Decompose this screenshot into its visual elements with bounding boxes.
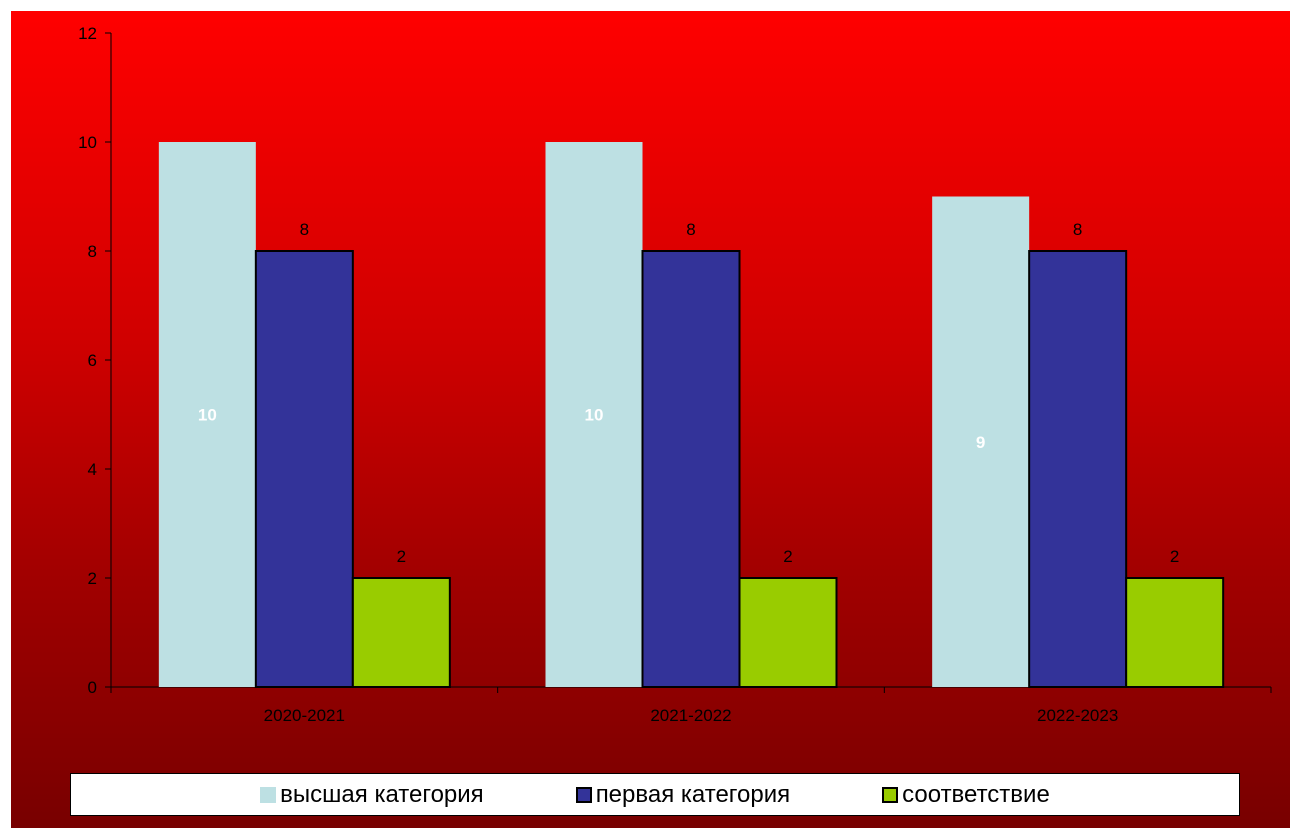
y-tick-label: 2 xyxy=(88,569,97,588)
data-label: 2 xyxy=(783,547,792,566)
y-tick-label: 12 xyxy=(78,24,97,43)
legend-label: высшая категория xyxy=(280,780,484,808)
bar xyxy=(351,577,451,688)
legend-item: соответствие xyxy=(882,781,1050,809)
x-tick-label: 2020-2021 xyxy=(264,706,345,725)
legend-label: соответствие xyxy=(902,780,1050,808)
bar xyxy=(738,577,838,688)
data-label: 8 xyxy=(1073,220,1082,239)
bar xyxy=(932,196,1030,687)
legend-item: первая категория xyxy=(575,780,791,809)
data-label: 10 xyxy=(585,406,604,425)
bar xyxy=(158,142,256,687)
legend-swatch xyxy=(882,786,899,803)
data-label: 8 xyxy=(300,220,309,239)
y-tick-label: 4 xyxy=(88,460,97,479)
legend: высшая категория первая категория соответс… xyxy=(70,773,1240,816)
legend-label: первая категория xyxy=(595,780,791,808)
bar xyxy=(545,142,643,687)
y-tick-label: 6 xyxy=(88,351,97,370)
legend-item: высшая категория xyxy=(260,781,484,809)
y-tick-label: 10 xyxy=(78,133,97,152)
x-tick-label: 2022-2023 xyxy=(1037,706,1118,725)
x-tick-label: 2021-2022 xyxy=(650,706,731,725)
bar-chart: 0 2 4 6 8 10 12 10 8 2 2020-2021 10 8 2 2021-2022 9 8 2 20… xyxy=(78,24,1272,725)
legend-swatch xyxy=(260,786,277,803)
chart-area: 0 2 4 6 8 10 12 10 8 2 2020-2021 10 8 2 2021-2022 9 8 2 20… xyxy=(11,11,1290,828)
data-label: 8 xyxy=(686,220,695,239)
bar xyxy=(1028,250,1128,688)
data-label: 2 xyxy=(1170,547,1179,566)
y-tick-label: 8 xyxy=(88,242,97,261)
legend-swatch xyxy=(575,786,592,803)
data-label: 9 xyxy=(976,433,985,452)
y-tick-label: 0 xyxy=(88,678,97,697)
bar xyxy=(641,250,741,688)
data-label: 10 xyxy=(198,406,217,425)
data-label: 2 xyxy=(397,547,406,566)
bar xyxy=(1125,577,1225,688)
bar xyxy=(254,250,354,688)
